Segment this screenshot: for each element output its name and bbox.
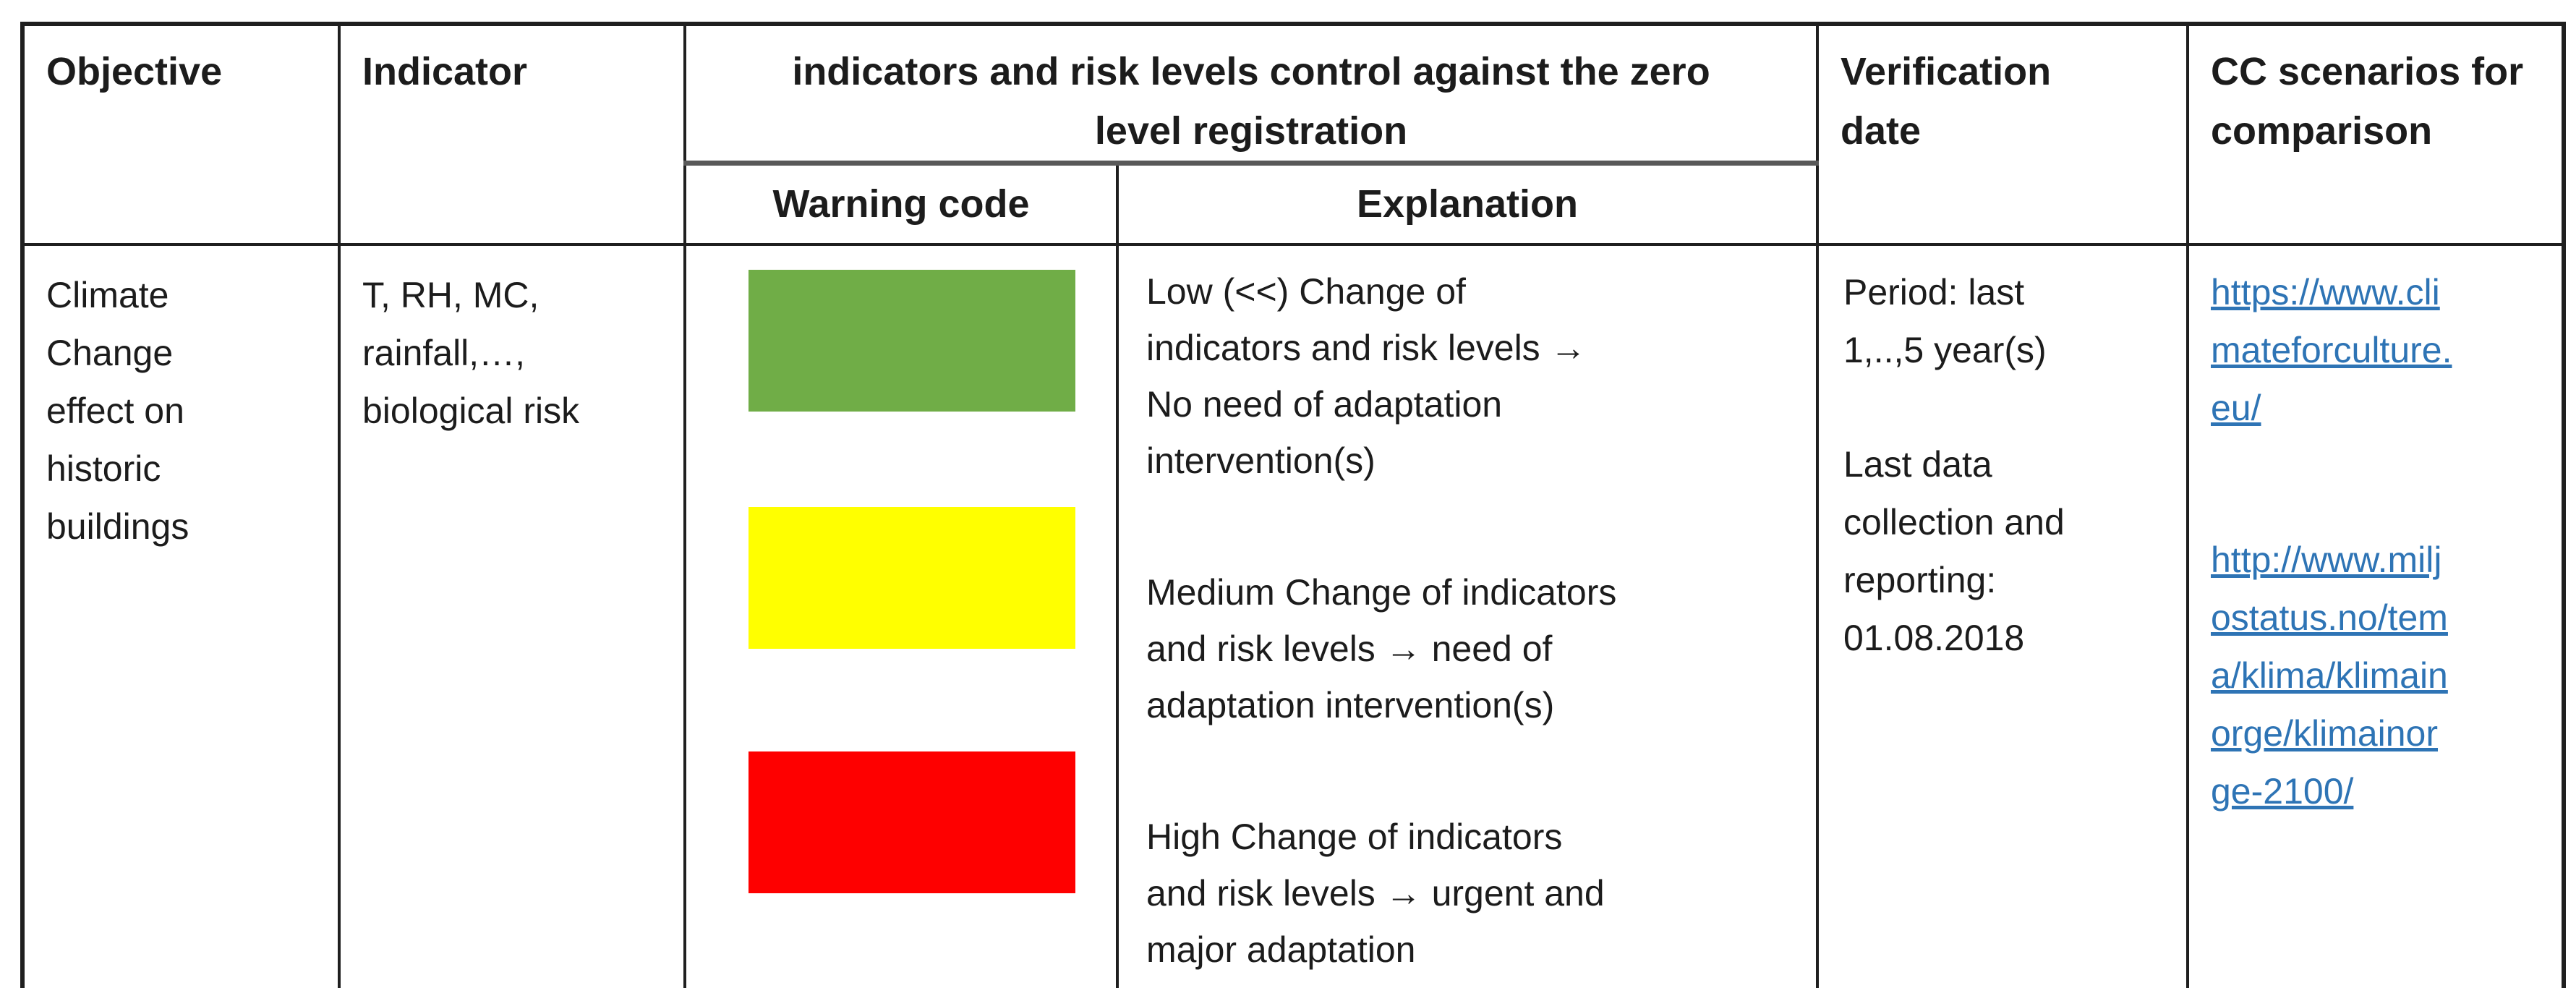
col-header-warning-code: Warning code [683, 161, 1119, 246]
verification-period-text: Period: last 1,..,5 year(s) [1843, 271, 2047, 370]
verification-last-data-text: Last data collection and reporting: 01.0… [1843, 443, 2065, 658]
warning-swatch-medium [749, 506, 1075, 649]
miljostatus-link[interactable]: http://www.miljostatus.no/tema/klima/kli… [2211, 539, 2448, 812]
indicator-text: T, RH, MC, rainfall,…, biological risk [362, 274, 580, 431]
warning-swatch-high [749, 751, 1075, 893]
cc-scenarios-cell: https://www.climateforculture.eu/ http:/… [2186, 242, 2565, 988]
col-header-cc-scenarios: CC scenarios for comparison [2186, 22, 2565, 246]
objective-cell: Climate Change effect on historic buildi… [21, 242, 341, 988]
col-header-indicator: Indicator [338, 22, 686, 246]
col-header-objective: Objective [21, 22, 341, 246]
explanation-high: High Change of indicators and risk level… [1146, 816, 1605, 988]
col-header-verification-date: Verification date [1816, 22, 2189, 246]
climateforculture-link[interactable]: https://www.climateforculture.eu/ [2211, 271, 2452, 428]
warning-swatch-low [749, 269, 1075, 412]
col-header-indicators-risk-levels: indicators and risk levels control again… [683, 22, 1819, 166]
risk-control-table: Objective Indicator indicators and risk … [20, 22, 2566, 988]
col-header-explanation: Explanation [1116, 161, 1819, 246]
explanation-medium: Medium Change of indicators and risk lev… [1146, 571, 1617, 725]
indicator-cell: T, RH, MC, rainfall,…, biological risk [338, 242, 686, 988]
objective-text: Climate Change effect on historic buildi… [46, 274, 189, 547]
warning-code-cell [683, 242, 1119, 988]
verification-date-cell: Period: last 1,..,5 year(s) Last data co… [1816, 242, 2189, 988]
explanation-low: Low (<<) Change of indicators and risk l… [1146, 271, 1587, 481]
explanation-cell: Low (<<) Change of indicators and risk l… [1116, 242, 1819, 988]
